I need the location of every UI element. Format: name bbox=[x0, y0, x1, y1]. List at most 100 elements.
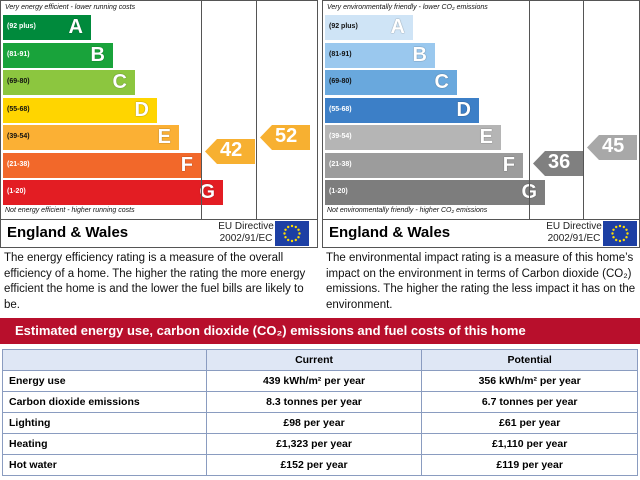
energy-potential-divider bbox=[256, 1, 257, 219]
band-letter: G bbox=[199, 181, 215, 203]
row-label: Heating bbox=[2, 433, 207, 455]
rating-band-c: (69-80) C bbox=[3, 70, 135, 95]
environment-potential-rating: 45 bbox=[587, 135, 637, 160]
band-letter: A bbox=[68, 16, 83, 38]
table-row: Carbon dioxide emissions 8.3 tonnes per … bbox=[2, 391, 638, 413]
band-range-label: (55-68) bbox=[7, 105, 30, 113]
energy-current-divider bbox=[201, 1, 202, 219]
estimates-banner: Estimated energy use, carbon dioxide (CO… bbox=[0, 318, 640, 344]
energy-directive-line2: 2002/91/EC bbox=[219, 233, 273, 244]
rating-band-a: (92 plus) A bbox=[3, 15, 91, 40]
environment-footer-divider bbox=[323, 219, 639, 220]
arrow-left-icon bbox=[533, 151, 583, 176]
eu-flag-icon bbox=[275, 221, 309, 246]
table-row: Energy use 439 kWh/m² per year 356 kWh/m… bbox=[2, 370, 638, 392]
rating-band-a: (92 plus) A bbox=[325, 15, 413, 40]
rating-band-b: (81-91) B bbox=[325, 42, 435, 68]
band-range-label: (69-80) bbox=[329, 78, 352, 85]
estimates-table: Current Potential Energy use 439 kWh/m² … bbox=[2, 349, 638, 476]
row-potential: 6.7 tonnes per year bbox=[421, 391, 638, 413]
rating-band-g: (1-20) G bbox=[3, 180, 223, 205]
band-letter: B bbox=[90, 43, 105, 66]
eu-flag-icon bbox=[603, 221, 637, 246]
row-label: Lighting bbox=[2, 412, 207, 434]
rating-band-d: (55-68) D bbox=[3, 97, 157, 123]
energy-region: England & Wales bbox=[7, 224, 129, 241]
band-range-label: (1-20) bbox=[7, 188, 26, 195]
rating-band-f: (21-38) F bbox=[325, 152, 523, 178]
energy-directive: EU Directive 2002/91/EC bbox=[217, 221, 275, 245]
band-range-label: (21-38) bbox=[7, 160, 30, 168]
band-range-label: (1-20) bbox=[329, 188, 348, 195]
row-current: 8.3 tonnes per year bbox=[205, 391, 423, 413]
rating-band-b: (81-91) B bbox=[3, 42, 113, 68]
band-letter: F bbox=[502, 153, 515, 176]
environment-region: England & Wales bbox=[329, 224, 451, 241]
table-row: Hot water £152 per year £119 per year bbox=[2, 454, 638, 476]
rating-band-e: (39-54) E bbox=[325, 125, 501, 150]
environment-description: The environmental impact rating is a mea… bbox=[326, 252, 636, 311]
band-range-label: (92 plus) bbox=[329, 23, 358, 30]
row-current: 439 kWh/m² per year bbox=[205, 370, 423, 392]
table-header-row: Current Potential bbox=[2, 349, 638, 371]
environment-current-rating: 36 bbox=[533, 151, 583, 176]
energy-efficiency-panel: Very energy efficient - lower running co… bbox=[0, 0, 318, 248]
band-range-label: (81-91) bbox=[329, 50, 352, 58]
energy-bottom-note: Not energy efficient - higher running co… bbox=[5, 207, 135, 214]
row-potential: £1,110 per year bbox=[421, 433, 638, 455]
energy-potential-value: 52 bbox=[275, 125, 298, 147]
row-potential: £61 per year bbox=[421, 412, 638, 434]
energy-current-value: 42 bbox=[220, 139, 243, 161]
row-current: £1,323 per year bbox=[205, 433, 423, 455]
band-range-label: (21-38) bbox=[329, 160, 352, 168]
band-letter: A bbox=[390, 16, 405, 38]
arrow-left-icon bbox=[587, 135, 637, 160]
rating-band-c: (69-80) C bbox=[325, 70, 457, 95]
environment-directive: EU Directive 2002/91/EC bbox=[545, 221, 603, 245]
row-potential: £119 per year bbox=[421, 454, 638, 476]
environment-current-divider bbox=[529, 1, 530, 219]
band-letter: C bbox=[112, 71, 127, 93]
energy-footer-divider bbox=[1, 219, 317, 220]
energy-top-note: Very energy efficient - lower running co… bbox=[5, 4, 136, 11]
band-letter: F bbox=[180, 153, 193, 176]
environment-directive-line1: EU Directive bbox=[546, 221, 602, 232]
arrow-left-icon bbox=[260, 125, 310, 150]
rating-band-d: (55-68) D bbox=[325, 97, 479, 123]
band-letter: E bbox=[479, 126, 493, 148]
band-letter: D bbox=[134, 98, 149, 121]
band-range-label: (69-80) bbox=[7, 78, 30, 85]
energy-potential-rating: 52 bbox=[260, 125, 310, 150]
table-header-blank bbox=[2, 349, 207, 371]
table-header-current: Current bbox=[205, 349, 423, 371]
row-current: £152 per year bbox=[205, 454, 423, 476]
environment-current-value: 36 bbox=[548, 151, 571, 173]
arrow-left-icon bbox=[205, 139, 255, 164]
environmental-impact-panel: Very environmentally friendly - lower CO… bbox=[322, 0, 640, 248]
environment-directive-line2: 2002/91/EC bbox=[547, 233, 601, 244]
energy-current-rating: 42 bbox=[205, 139, 255, 164]
table-row: Heating £1,323 per year £1,110 per year bbox=[2, 433, 638, 455]
band-range-label: (39-54) bbox=[7, 133, 30, 140]
band-letter: C bbox=[434, 71, 449, 93]
rating-band-f: (21-38) F bbox=[3, 152, 201, 178]
row-label: Energy use bbox=[2, 370, 207, 392]
row-current: £98 per year bbox=[205, 412, 423, 434]
band-range-label: (92 plus) bbox=[7, 23, 36, 30]
band-range-label: (39-54) bbox=[329, 133, 352, 140]
table-row: Lighting £98 per year £61 per year bbox=[2, 412, 638, 434]
energy-description: The energy efficiency rating is a measur… bbox=[4, 252, 306, 311]
band-range-label: (55-68) bbox=[329, 105, 352, 113]
environment-potential-value: 45 bbox=[602, 135, 625, 157]
band-range-label: (81-91) bbox=[7, 50, 30, 58]
environment-bottom-note: Not environmentally friendly - higher CO… bbox=[327, 207, 488, 214]
row-potential: 356 kWh/m² per year bbox=[421, 370, 638, 392]
rating-band-g: (1-20)G bbox=[325, 180, 545, 205]
environment-potential-divider bbox=[583, 1, 584, 219]
table-header-potential: Potential bbox=[421, 349, 638, 371]
band-letter: B bbox=[412, 43, 427, 66]
band-letter: E bbox=[157, 126, 171, 148]
row-label: Hot water bbox=[2, 454, 207, 476]
row-label: Carbon dioxide emissions bbox=[2, 391, 207, 413]
rating-band-e: (39-54) E bbox=[3, 125, 179, 150]
